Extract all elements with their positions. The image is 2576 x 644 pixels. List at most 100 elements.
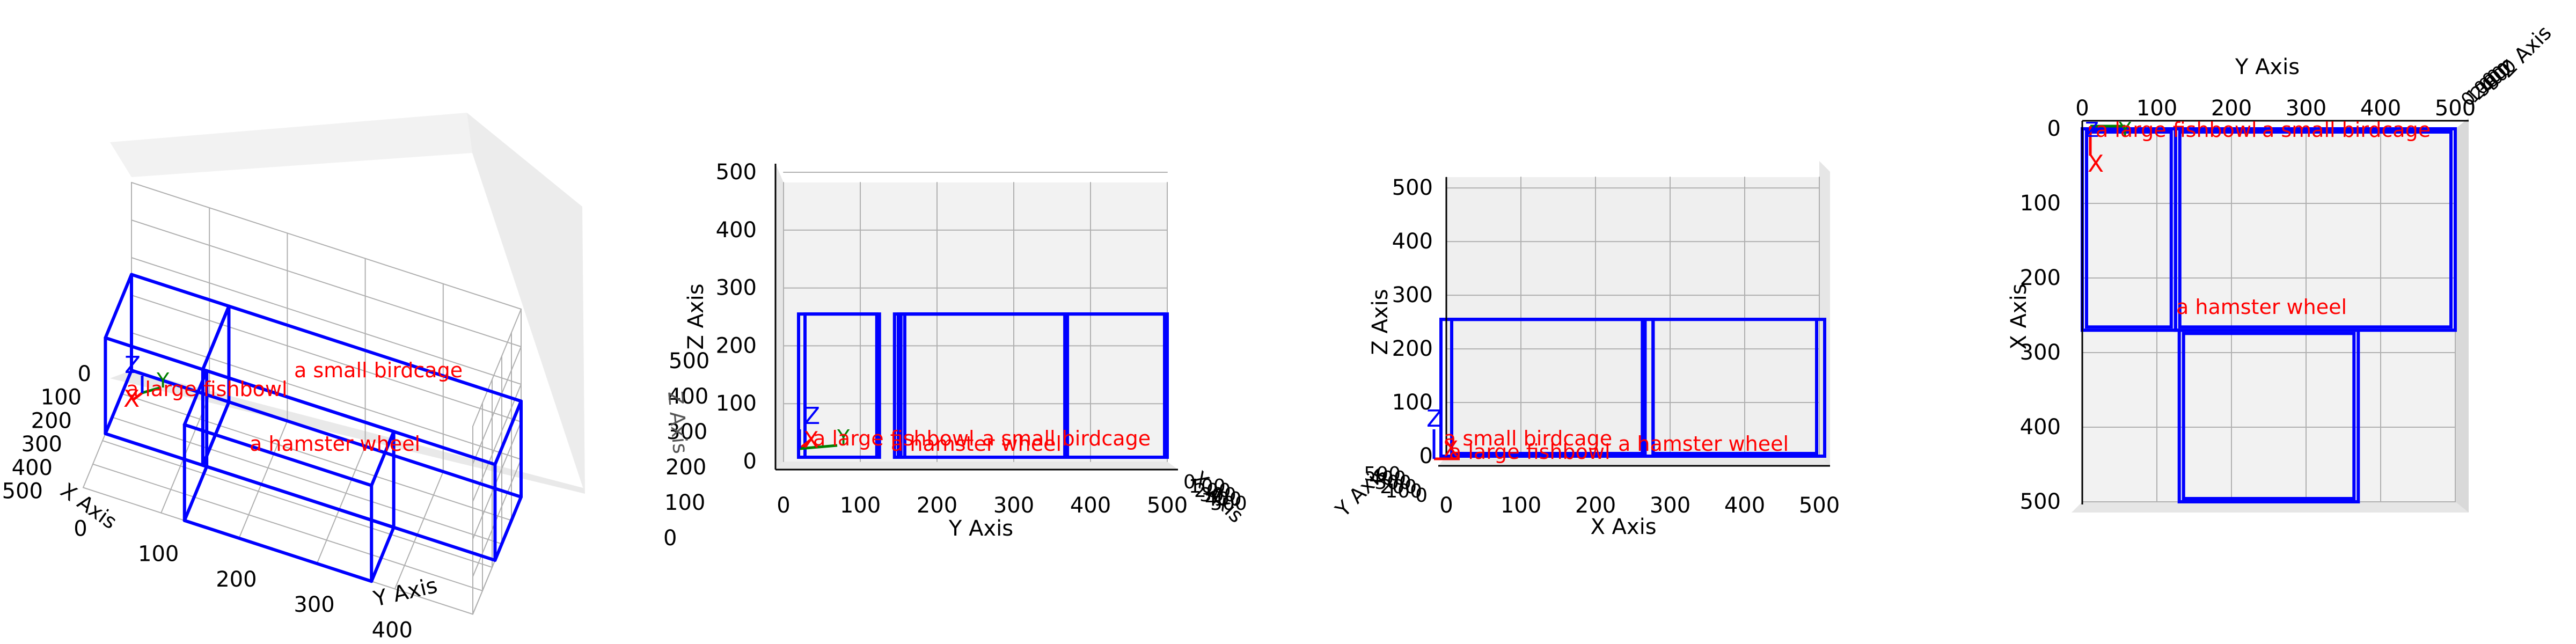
grid-line xyxy=(131,257,522,385)
box-edge xyxy=(227,304,523,403)
origin-x-letter: X xyxy=(803,427,819,453)
tick-label: 300 xyxy=(1374,472,1411,494)
object-label: a small birdcage xyxy=(2262,118,2431,142)
grid-line xyxy=(131,182,522,310)
side-boxes xyxy=(1439,318,1827,458)
object-label: a hamster wheel xyxy=(2176,295,2347,319)
tick-label: 300 xyxy=(1650,493,1690,518)
origin-y-letter: Y xyxy=(2118,118,2132,142)
side-view-panel: Z X a large fishbowl a small birdcage a … xyxy=(1330,161,1840,539)
tick-label: 400 xyxy=(1392,229,1433,254)
floor-pane xyxy=(775,462,1178,470)
tick-label: 100 xyxy=(1385,480,1422,502)
perspective-view-panel: X Y Z a large fishbowl a small birdcage … xyxy=(2,113,710,644)
grid-line xyxy=(102,440,493,568)
tick-label: 400 xyxy=(668,384,708,409)
tick-label: 400 xyxy=(1070,493,1111,518)
object-label: a small birdcage xyxy=(982,427,1151,450)
front-view-panel: Z X Y a large fishbowl a small birdcage … xyxy=(684,160,1248,541)
side-pane xyxy=(1819,161,1830,467)
side-pane xyxy=(2455,118,2469,513)
origin-y-letter: Y xyxy=(156,369,170,392)
grid-line xyxy=(131,219,522,347)
y-axis-label: Y Axis xyxy=(948,516,1013,541)
tick-label: 200 xyxy=(31,408,72,433)
tick-label: 0 xyxy=(78,362,91,386)
tick-label: 500 xyxy=(1392,175,1433,200)
object-label: a small birdcage xyxy=(294,358,463,382)
tick-label: 400 xyxy=(12,456,53,480)
tick-label: 500 xyxy=(2435,96,2476,121)
tick-label: 200 xyxy=(665,455,706,480)
grid-line xyxy=(238,420,288,539)
tick-label: 100 xyxy=(1189,475,1226,497)
box-edge xyxy=(182,423,374,487)
tick-label: 0 xyxy=(1439,493,1453,518)
origin-z-letter: Z xyxy=(125,352,141,379)
tick-label: 300 xyxy=(1199,484,1236,506)
box-edge xyxy=(205,465,396,529)
tick-label: 300 xyxy=(2020,340,2061,365)
grid-line xyxy=(131,332,522,460)
box-edge xyxy=(104,431,204,467)
origin-y-arrow xyxy=(142,386,162,394)
grid-line xyxy=(92,463,483,591)
box-edge xyxy=(130,273,231,308)
object-label: a large fishbowl xyxy=(126,377,288,401)
origin-y-arrow xyxy=(799,444,838,450)
top-boxes xyxy=(2081,127,2457,503)
tick-label: 0 xyxy=(743,449,757,474)
perspective-boxes xyxy=(104,273,523,583)
grid-line xyxy=(316,445,366,565)
tick-label: 200 xyxy=(1380,476,1417,498)
box-face xyxy=(903,312,1067,459)
grid-line xyxy=(472,421,522,540)
side-pane xyxy=(775,164,784,470)
tick-label: 400 xyxy=(372,618,413,642)
tick-label: 300 xyxy=(21,432,62,457)
box-edge xyxy=(201,304,231,371)
tick-label: 0 xyxy=(1183,471,1196,493)
box-face xyxy=(2177,328,2360,503)
tick-label: 0 xyxy=(663,526,677,551)
tick-label: 100 xyxy=(840,493,881,518)
tick-label: 300 xyxy=(294,592,334,617)
tick-label: 200 xyxy=(2211,96,2252,121)
origin-x-letter: X xyxy=(123,385,140,413)
box-face xyxy=(1651,318,1819,455)
back-pane xyxy=(110,113,472,177)
perspective-tick-labels: 00 01001001002002002003003003004004004005… xyxy=(2,349,710,644)
box-edge xyxy=(493,495,523,562)
tick-label: 100 xyxy=(664,491,705,515)
tick-label: 0 xyxy=(2047,116,2061,141)
box-face xyxy=(2085,130,2173,329)
box-face xyxy=(803,312,879,459)
tick-label: 100 xyxy=(1392,390,1433,415)
z-axis-label: Z Axis xyxy=(684,283,708,349)
box-face xyxy=(2182,332,2356,500)
tick-label: 100 xyxy=(138,542,179,567)
tick-label: 100 xyxy=(1501,493,1541,518)
front-tick-labels: 0010010020020030030040040050050001002003… xyxy=(716,160,1247,518)
box-edge xyxy=(104,369,133,435)
x-axis-label: X Axis xyxy=(56,478,121,533)
tick-label: 200 xyxy=(1194,480,1231,502)
front-boxes xyxy=(797,312,1169,459)
tick-label: 100 xyxy=(41,385,82,410)
tick-label: 500 xyxy=(450,643,491,644)
origin-x-arrow xyxy=(132,392,143,401)
object-label: a hamster wheel xyxy=(250,432,420,456)
tick-label: 500 xyxy=(2,479,43,504)
tick-label: 300 xyxy=(993,493,1034,518)
tick-label: 200 xyxy=(716,333,757,358)
box-edge xyxy=(370,525,396,583)
box-edge xyxy=(182,518,374,583)
z-axis-label: Z Axis xyxy=(1368,289,1393,355)
tick-label: 300 xyxy=(667,420,707,444)
tick-label: 500 xyxy=(2020,489,2061,514)
tick-label: 400 xyxy=(716,218,757,243)
tick-label: 400 xyxy=(1369,467,1406,489)
tick-label: 200 xyxy=(1575,493,1616,518)
grid-line xyxy=(472,346,522,465)
